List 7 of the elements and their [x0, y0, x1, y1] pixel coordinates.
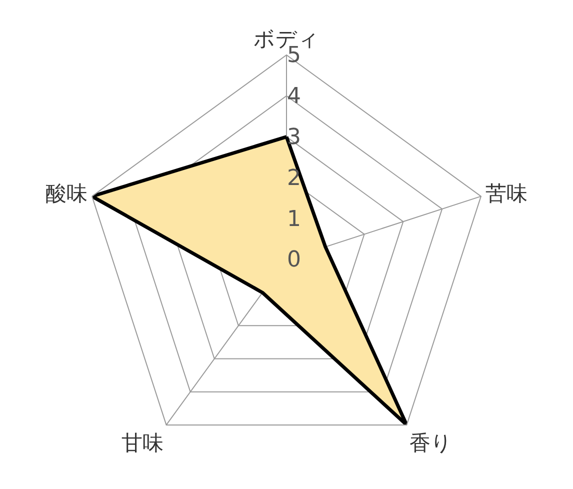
spoke-label: 香り — [409, 431, 452, 456]
y-tick-label: 2 — [287, 166, 301, 191]
spoke-label: 甘味 — [122, 431, 164, 456]
spoke-label: 苦味 — [485, 182, 528, 206]
y-tick-label: 0 — [287, 248, 301, 273]
spoke-label: 酸味 — [46, 182, 88, 206]
y-tick-label: 1 — [287, 206, 301, 232]
